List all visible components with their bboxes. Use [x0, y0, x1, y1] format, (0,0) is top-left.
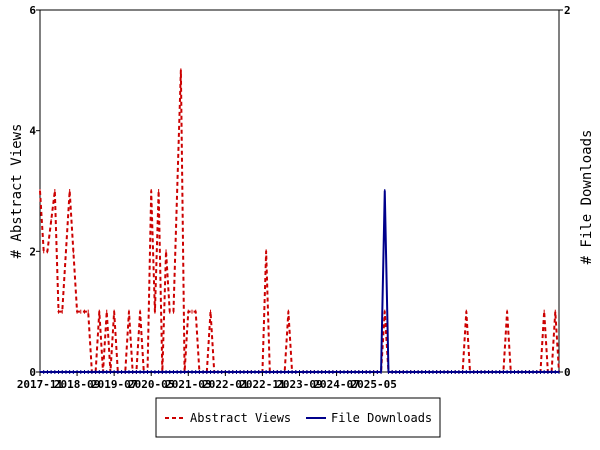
x-tick-label: 2023-09	[276, 378, 322, 391]
x-tick-label: 2025-05	[350, 378, 396, 391]
x-tick-label: 2020-05	[128, 378, 174, 391]
y-tick-label-right: 0	[564, 366, 571, 379]
series-line-abstract-views	[39, 69, 560, 373]
plot-frame	[39, 9, 560, 373]
axis-layer: 0 2 4 6 0 2 2017-112018-092019-072020-052021-0…	[17, 4, 571, 391]
series-line-file-downloads	[40, 190, 559, 373]
y-tick-label-left: 6	[29, 4, 36, 17]
x-tick-label: 2022-11	[239, 378, 286, 391]
x-tick-label: 2024-07	[313, 378, 359, 391]
x-tick-label: 2021-03	[165, 378, 211, 391]
y-axis-title-left: # Abstract Views	[9, 124, 25, 259]
x-tick-label: 2019-07	[91, 378, 137, 391]
y-tick-label-left: 2	[29, 245, 36, 258]
legend: Abstract Views File Downloads	[155, 397, 441, 438]
legend-label-abstract-views: Abstract Views	[190, 411, 291, 425]
x-tick-label: 2018-09	[54, 378, 100, 391]
legend-box	[155, 397, 441, 438]
y-tick-label-left: 0	[29, 366, 36, 379]
y-axis-title-right: # File Downloads	[579, 130, 595, 265]
series-layer	[39, 68, 560, 374]
x-tick-label: 2022-01	[202, 378, 249, 391]
y-tick-label-left: 4	[29, 125, 36, 138]
y-tick-label-right: 2	[564, 4, 571, 17]
x-tick-label: 2017-11	[17, 378, 64, 391]
legend-label-file-downloads: File Downloads	[331, 411, 432, 425]
